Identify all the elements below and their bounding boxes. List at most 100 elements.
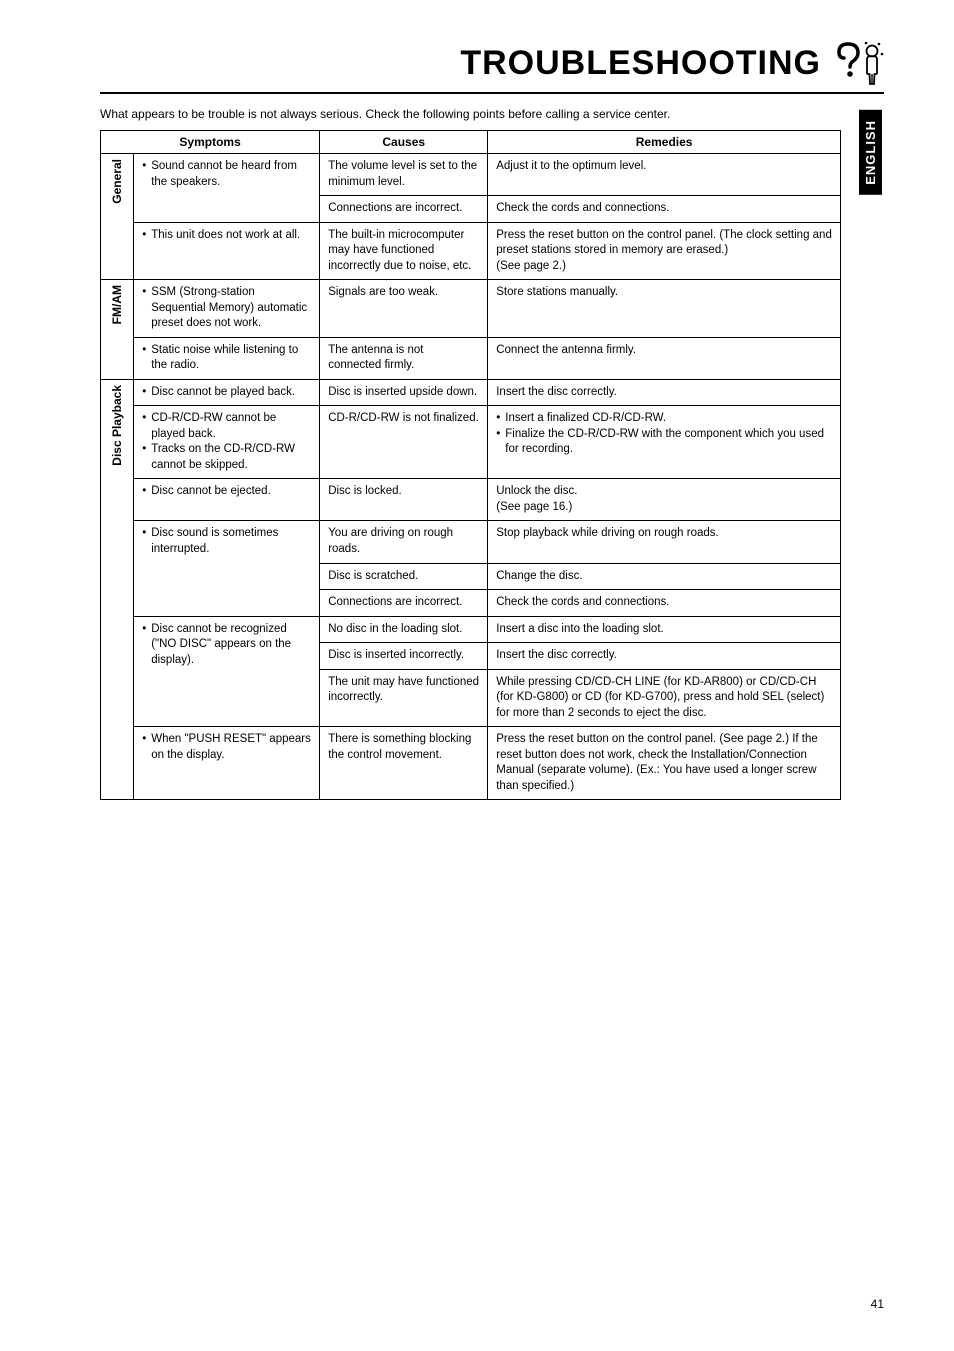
table-body: General •Sound cannot be heard from the s… xyxy=(101,154,841,800)
category-cell: Disc Playback xyxy=(101,379,134,799)
bullet-dot: • xyxy=(142,622,146,669)
table-row: •CD-R/CD-RW cannot be played back.•Track… xyxy=(101,406,841,479)
bullet-item: • Insert a finalized CD-R/CD-RW. xyxy=(496,411,832,427)
page-number: 41 xyxy=(871,1297,884,1311)
remedy-cell: Check the cords and connections. xyxy=(488,196,841,223)
header-remedies: Remedies xyxy=(488,131,841,154)
table-row: General•Sound cannot be heard from the s… xyxy=(101,154,841,196)
bullet-item: •CD-R/CD-RW cannot be played back. xyxy=(142,411,311,442)
remedy-cell: Stop playback while driving on rough roa… xyxy=(488,521,841,563)
table-row: •Disc cannot be recognized ("NO DISC" ap… xyxy=(101,616,841,643)
category-label: FM/AM xyxy=(109,285,125,324)
cause-cell: CD-R/CD-RW is not finalized. xyxy=(320,406,488,479)
bullet-text: This unit does not work at all. xyxy=(151,228,300,244)
bullet-item: •When "PUSH RESET" appears on the displa… xyxy=(142,732,311,763)
remedy-cell: Change the disc. xyxy=(488,563,841,590)
bullet-text: Disc sound is sometimes interrupted. xyxy=(151,526,311,557)
cause-cell: Signals are too weak. xyxy=(320,280,488,338)
bullet-dot: • xyxy=(496,427,500,458)
bullet-text: When "PUSH RESET" appears on the display… xyxy=(151,732,311,763)
cause-cell: Disc is inserted incorrectly. xyxy=(320,643,488,670)
remedy-cell: Adjust it to the optimum level. xyxy=(488,154,841,196)
cause-cell: Disc is locked. xyxy=(320,479,488,521)
table-header-row: Symptoms Causes Remedies xyxy=(101,131,841,154)
symptom-cell: •Disc sound is sometimes interrupted. xyxy=(134,521,320,616)
symptom-cell: •Static noise while listening to the rad… xyxy=(134,337,320,379)
bullet-item: •Sound cannot be heard from the speakers… xyxy=(142,159,311,190)
cause-cell: The unit may have functioned incorrectly… xyxy=(320,669,488,727)
category-cell: FM/AM xyxy=(101,280,134,380)
table-row: Disc Playback•Disc cannot be played back… xyxy=(101,379,841,406)
content-wrapper: What appears to be trouble is not always… xyxy=(100,106,884,800)
language-tab: ENGLISH xyxy=(859,110,882,195)
remedy-cell: Check the cords and connections. xyxy=(488,590,841,617)
symptom-cell: • This unit does not work at all. xyxy=(134,222,320,280)
cause-cell: Connections are incorrect. xyxy=(320,590,488,617)
remedy-cell: Insert the disc correctly. xyxy=(488,379,841,406)
bullet-dot: • xyxy=(142,411,146,442)
question-person-icon xyxy=(836,40,884,86)
bullet-text: Tracks on the CD-R/CD-RW cannot be skipp… xyxy=(151,442,311,473)
bullet-item: • This unit does not work at all. xyxy=(142,228,311,244)
side-column: ENGLISH xyxy=(856,106,884,195)
table-row: •Disc sound is sometimes interrupted. You… xyxy=(101,521,841,563)
table-row: •When "PUSH RESET" appears on the displa… xyxy=(101,727,841,800)
page-title: TROUBLESHOOTING xyxy=(460,44,821,83)
bullet-item: •Disc sound is sometimes interrupted. xyxy=(142,526,311,557)
bullet-dot: • xyxy=(142,442,146,473)
cause-cell: The volume level is set to the minimum l… xyxy=(320,154,488,196)
bullet-item: • Disc cannot be played back. xyxy=(142,385,311,401)
symptom-cell: •When "PUSH RESET" appears on the displa… xyxy=(134,727,320,800)
remedy-cell: Connect the antenna firmly. xyxy=(488,337,841,379)
symptom-cell: •SSM (Strong-station Sequential Memory) … xyxy=(134,280,320,338)
bullet-text: Finalize the CD-R/CD-RW with the compone… xyxy=(505,427,832,458)
bullet-dot: • xyxy=(142,732,146,763)
bullet-dot: • xyxy=(142,159,146,190)
cause-cell: Connections are incorrect. xyxy=(320,196,488,223)
bullet-text: Static noise while listening to the radi… xyxy=(151,343,311,374)
symptom-cell: •CD-R/CD-RW cannot be played back.•Track… xyxy=(134,406,320,479)
bullet-text: SSM (Strong-station Sequential Memory) a… xyxy=(151,285,311,332)
category-cell: General xyxy=(101,154,134,280)
bullet-item: •Tracks on the CD-R/CD-RW cannot be skip… xyxy=(142,442,311,473)
symptom-cell: •Sound cannot be heard from the speakers… xyxy=(134,154,320,223)
bullet-text: Disc cannot be ejected. xyxy=(151,484,271,500)
intro-text: What appears to be trouble is not always… xyxy=(100,106,841,122)
header-causes: Causes xyxy=(320,131,488,154)
table-row: •Static noise while listening to the rad… xyxy=(101,337,841,379)
main-column: What appears to be trouble is not always… xyxy=(100,106,841,800)
table-row: • This unit does not work at all. The buil… xyxy=(101,222,841,280)
remedy-cell: •Insert a finalized CD-R/CD-RW.•Finalize… xyxy=(488,406,841,479)
cause-cell: Disc is scratched. xyxy=(320,563,488,590)
cause-cell: The antenna is not connected firmly. xyxy=(320,337,488,379)
cause-cell: The built-in microcomputer may have func… xyxy=(320,222,488,280)
bullet-dot: • xyxy=(142,228,146,244)
bullet-text: Disc cannot be recognized ("NO DISC" app… xyxy=(151,622,311,669)
title-row: TROUBLESHOOTING xyxy=(100,40,884,86)
bullet-item: •Static noise while listening to the rad… xyxy=(142,343,311,374)
table-row: •Disc cannot be ejected.Disc is locked.U… xyxy=(101,479,841,521)
bullet-dot: • xyxy=(496,411,500,427)
cause-cell: You are driving on rough roads. xyxy=(320,521,488,563)
category-label: Disc Playback xyxy=(109,385,125,466)
remedy-cell: Insert a disc into the loading slot. xyxy=(488,616,841,643)
cause-cell: Disc is inserted upside down. xyxy=(320,379,488,406)
remedy-cell: Insert the disc correctly. xyxy=(488,643,841,670)
bullet-dot: • xyxy=(142,526,146,557)
symptom-cell: •Disc cannot be recognized ("NO DISC" ap… xyxy=(134,616,320,727)
table-row: FM/AM •SSM (Strong-station Sequential Mem… xyxy=(101,280,841,338)
title-divider xyxy=(100,92,884,94)
bullet-text: Insert a finalized CD-R/CD-RW. xyxy=(505,411,666,427)
bullet-item: •SSM (Strong-station Sequential Memory) … xyxy=(142,285,311,332)
bullet-dot: • xyxy=(142,484,146,500)
bullet-dot: • xyxy=(142,285,146,332)
remedy-cell: Press the reset button on the control pa… xyxy=(488,727,841,800)
cause-cell: There is something blocking the control … xyxy=(320,727,488,800)
bullet-dot: • xyxy=(142,385,146,401)
symptom-cell: • Disc cannot be played back. xyxy=(134,379,320,406)
bullet-text: Disc cannot be played back. xyxy=(151,385,295,401)
header-symptoms: Symptoms xyxy=(101,131,320,154)
symptom-cell: • Disc cannot be ejected. xyxy=(134,479,320,521)
remedy-cell: While pressing CD/CD-CH LINE (for KD-AR8… xyxy=(488,669,841,727)
troubleshooting-table: Symptoms Causes Remedies General •Sound c… xyxy=(100,130,841,800)
